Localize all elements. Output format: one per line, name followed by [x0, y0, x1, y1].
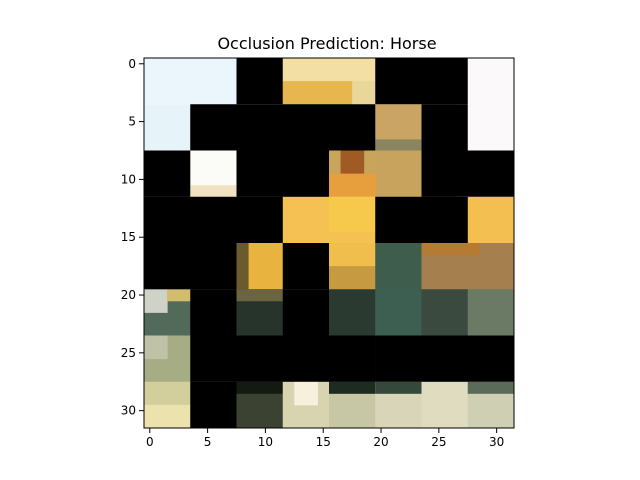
x-tick-label: 20 [373, 435, 388, 449]
image-pixel-block [190, 185, 237, 198]
occlusion-patch [144, 243, 237, 290]
image-pixel-block [329, 381, 376, 394]
occlusion-patch [190, 289, 237, 336]
y-tick-label: 0 [128, 57, 136, 71]
x-tick-label: 30 [489, 435, 504, 449]
occlusion-patch [190, 381, 237, 428]
x-tick-label: 15 [316, 435, 331, 449]
occlusion-patch [282, 243, 329, 290]
occlusion-patch [190, 104, 376, 151]
image-pixel-block [236, 243, 249, 290]
occlusion-patch [144, 150, 191, 197]
occlusion-patch [421, 150, 514, 197]
image-pixel-block [329, 196, 376, 232]
y-tick-label: 15 [121, 230, 136, 244]
image-pixel-block [329, 173, 376, 198]
image-pixel-block [329, 289, 376, 336]
image-pixel-block [144, 289, 168, 313]
image-pixel-block [352, 81, 376, 105]
occlusion-patch [190, 335, 376, 382]
image-pixel-block [144, 335, 168, 360]
image-pixel-block [375, 289, 422, 336]
image-pixel-block [282, 81, 353, 105]
image-pixel-block [329, 266, 376, 290]
occlusion-patch [421, 104, 468, 151]
axes-frame [143, 57, 515, 429]
image-pixel-block [421, 243, 480, 256]
occlusion-patch [375, 335, 514, 382]
occlusion-patch [236, 150, 329, 197]
image-pixel-block [467, 196, 514, 244]
image-pixel-block [375, 243, 422, 290]
x-tick-label: 10 [258, 435, 273, 449]
image-pixel-block [340, 150, 365, 175]
image-pixel-block [421, 381, 469, 428]
x-tick-label: 25 [431, 435, 446, 449]
x-tick-label: 0 [146, 435, 154, 449]
occlusion-masks [144, 58, 514, 428]
image-pixel-block [236, 381, 284, 394]
image-pixel-block [467, 381, 514, 394]
image-pixel-block [294, 381, 318, 406]
occlusion-patch [144, 196, 283, 243]
image-pixel-block [144, 404, 191, 428]
axis-ticks: 0 5 10 15 20 25 30 0 5 10 15 20 25 30 [121, 57, 505, 449]
y-tick-label: 30 [121, 404, 136, 418]
y-tick-label: 25 [121, 346, 136, 360]
image-pixel-block [282, 58, 376, 82]
image-pixel-block [236, 289, 284, 302]
image-pixel-block [144, 58, 237, 105]
y-tick-label: 10 [121, 172, 136, 186]
image-pixel-block [467, 289, 514, 336]
image-pixel-block [375, 150, 422, 198]
y-tick-label: 20 [121, 288, 136, 302]
occlusion-patch [236, 58, 283, 105]
image-pixel-block [167, 289, 191, 302]
occlusion-patch [375, 196, 468, 243]
occlusion-patch [282, 289, 329, 336]
y-tick-label: 5 [128, 115, 136, 129]
chart-title: Occlusion Prediction: Horse [217, 34, 436, 53]
x-tick-label: 5 [204, 435, 212, 449]
image-pixel-block [375, 381, 422, 394]
occlusion-patch [375, 58, 468, 105]
image-pixel-block [375, 104, 422, 140]
image-pixel-block [421, 289, 469, 336]
